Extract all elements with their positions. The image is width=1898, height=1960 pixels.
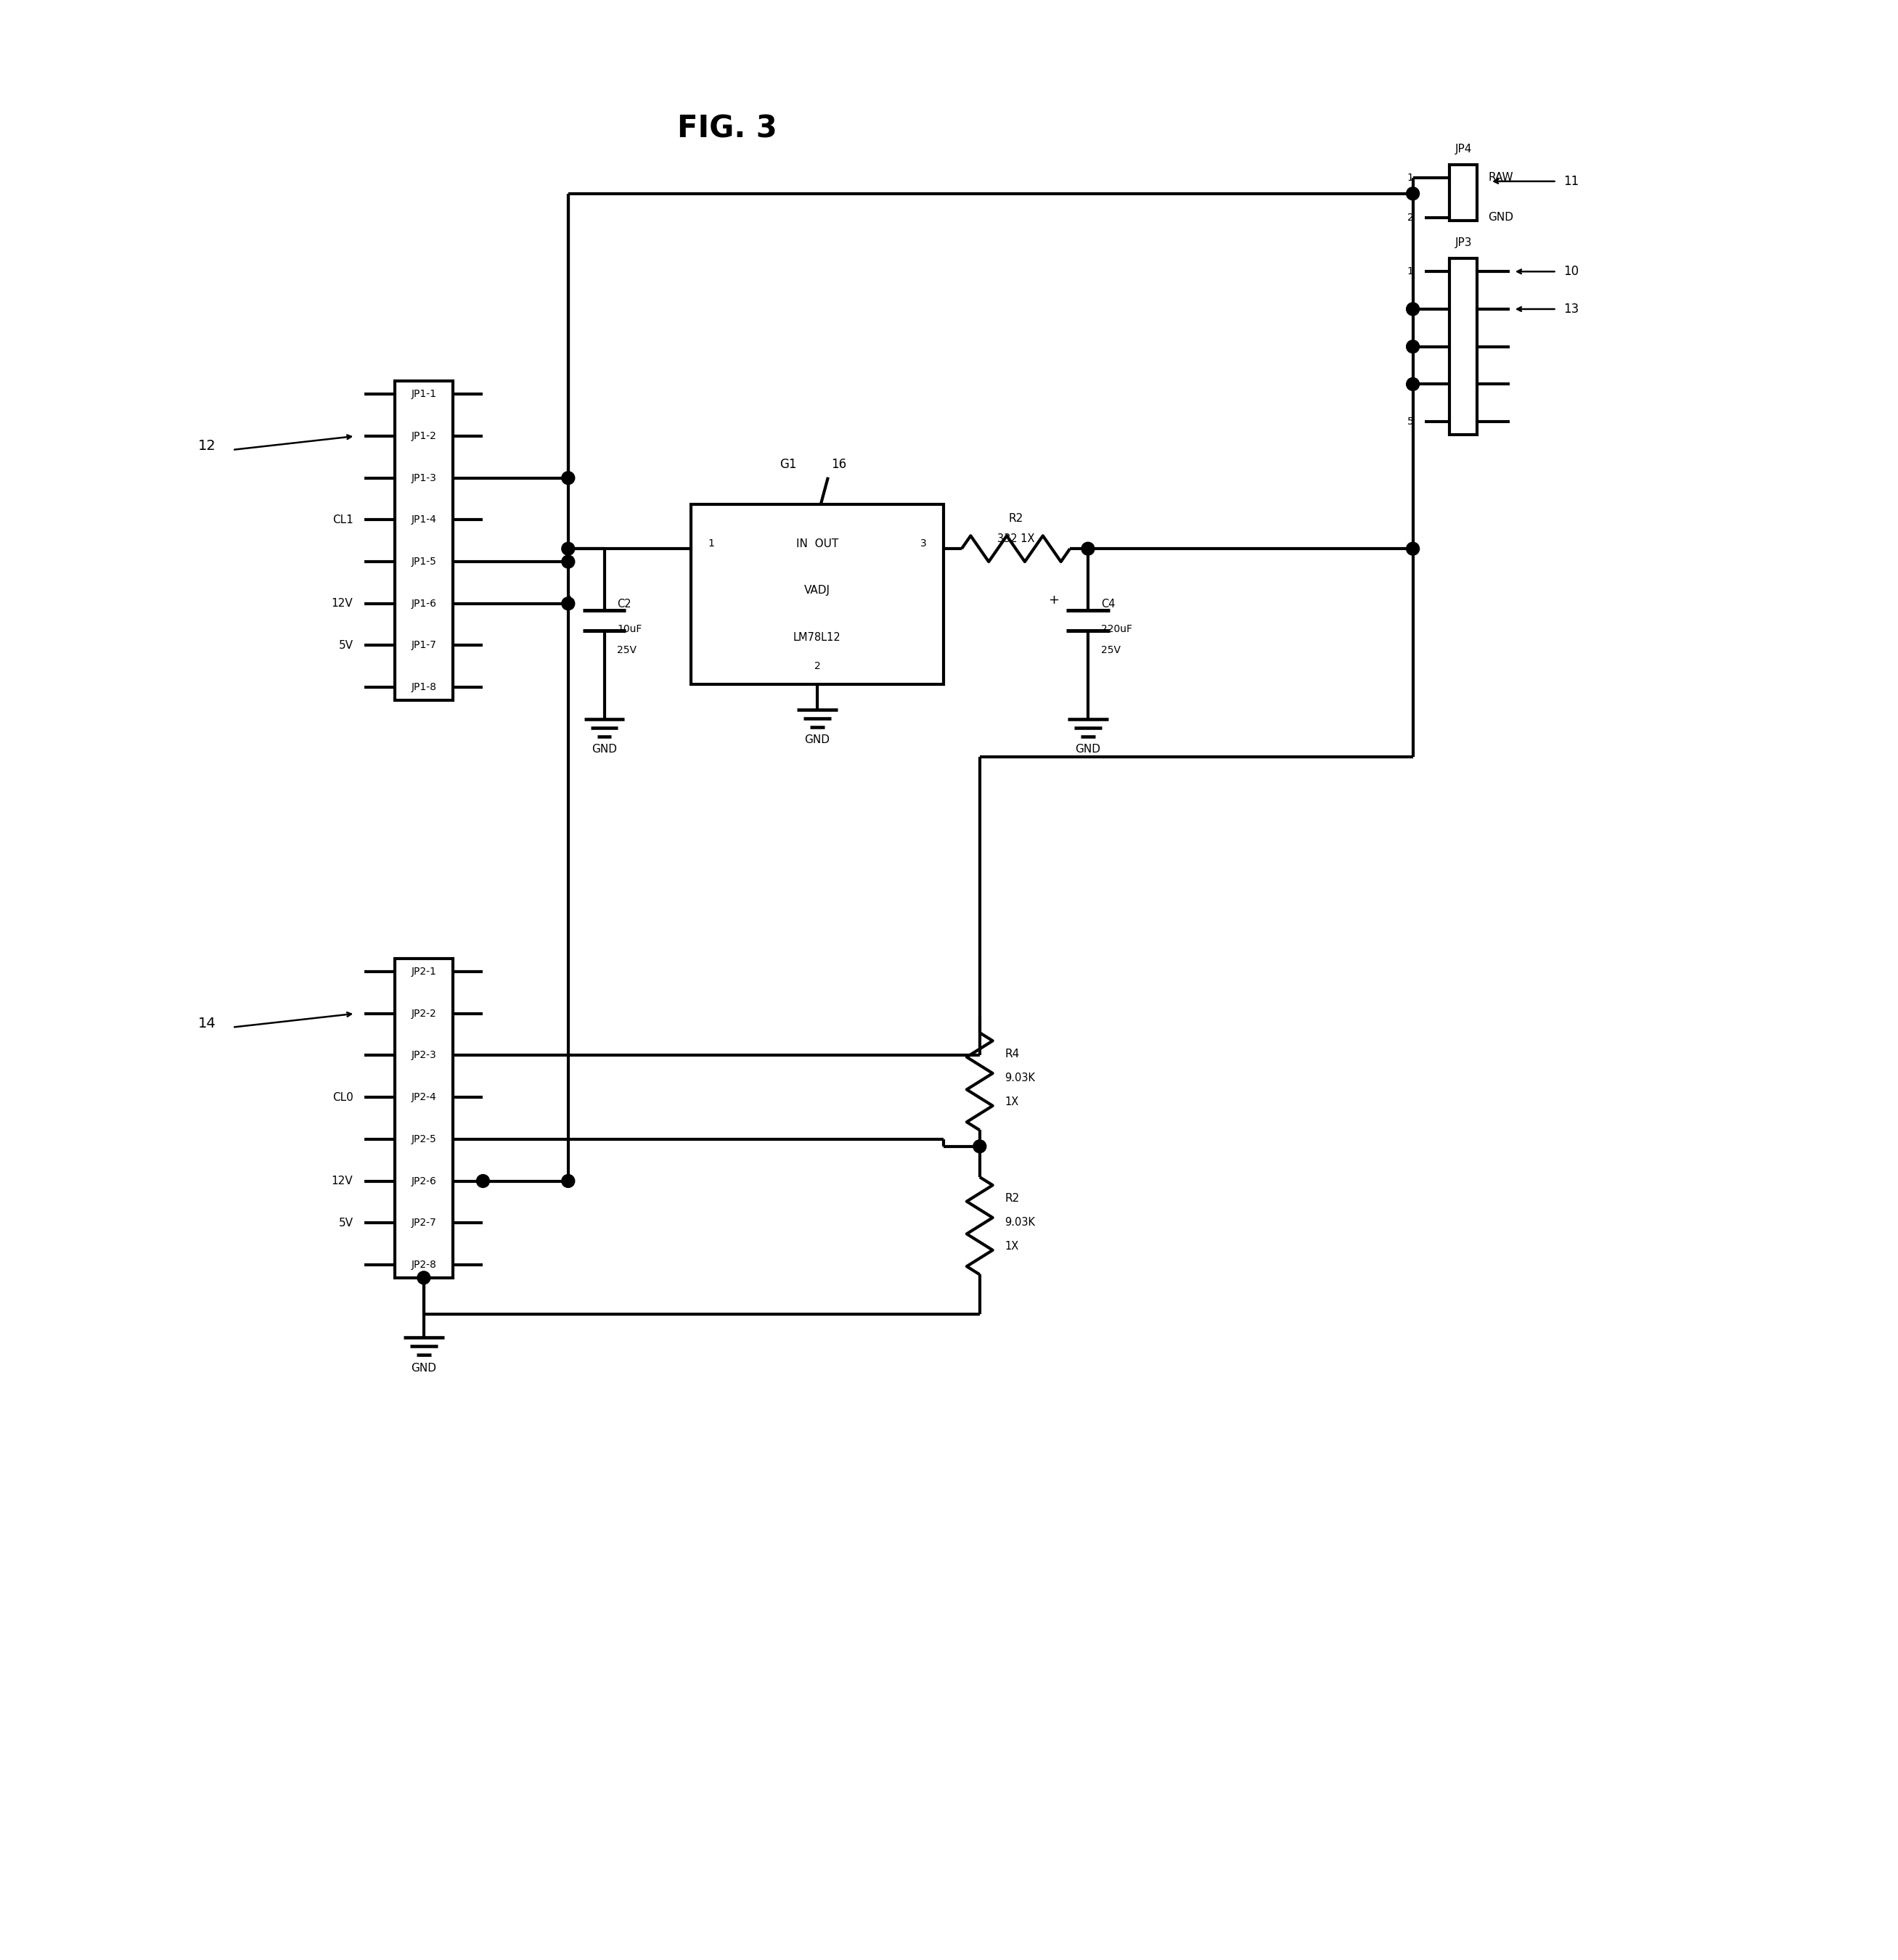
Text: JP4: JP4 xyxy=(1456,143,1471,155)
Circle shape xyxy=(1406,302,1420,316)
Circle shape xyxy=(1406,341,1420,353)
Text: R2: R2 xyxy=(1008,514,1023,523)
Text: RAW: RAW xyxy=(1488,172,1513,182)
Text: JP2-4: JP2-4 xyxy=(412,1092,437,1102)
Circle shape xyxy=(476,1174,490,1188)
Text: CL1: CL1 xyxy=(332,514,353,525)
Text: 11: 11 xyxy=(1564,174,1579,188)
Text: JP2-1: JP2-1 xyxy=(412,966,437,976)
Circle shape xyxy=(562,472,575,484)
Text: GND: GND xyxy=(412,1362,437,1374)
Text: IN  OUT: IN OUT xyxy=(795,539,839,549)
Text: JP3: JP3 xyxy=(1456,237,1473,249)
Text: JP2-8: JP2-8 xyxy=(412,1260,437,1270)
Text: GND: GND xyxy=(805,735,829,745)
Circle shape xyxy=(1406,186,1420,200)
Text: 5V: 5V xyxy=(338,1217,353,1229)
Text: 16: 16 xyxy=(831,459,847,470)
Text: JP1-1: JP1-1 xyxy=(412,390,437,400)
Bar xyxy=(1450,259,1477,435)
Text: C2: C2 xyxy=(617,600,632,610)
Bar xyxy=(395,958,452,1278)
Text: 12V: 12V xyxy=(332,598,353,610)
Bar xyxy=(1450,165,1477,220)
Circle shape xyxy=(1082,543,1095,555)
Text: JP1-3: JP1-3 xyxy=(412,472,437,482)
Text: 3: 3 xyxy=(921,539,926,549)
Bar xyxy=(395,382,452,700)
Circle shape xyxy=(418,1272,431,1284)
Text: CL0: CL0 xyxy=(332,1092,353,1103)
Text: JP1-8: JP1-8 xyxy=(412,682,437,692)
Text: 1X: 1X xyxy=(1004,1241,1019,1250)
Text: 14: 14 xyxy=(197,1017,216,1031)
Text: 25V: 25V xyxy=(617,645,638,655)
Text: R4: R4 xyxy=(1004,1049,1019,1060)
Circle shape xyxy=(1406,543,1420,555)
Text: 220uF: 220uF xyxy=(1101,623,1133,633)
Text: VADJ: VADJ xyxy=(805,586,829,596)
Text: R2: R2 xyxy=(1004,1194,1019,1203)
Circle shape xyxy=(562,1174,575,1188)
Text: 10uF: 10uF xyxy=(617,623,642,633)
Text: 9.03K: 9.03K xyxy=(1004,1072,1036,1084)
Circle shape xyxy=(562,543,575,555)
Circle shape xyxy=(974,1141,987,1152)
Text: JP1-2: JP1-2 xyxy=(412,431,437,441)
Text: GND: GND xyxy=(1076,745,1101,755)
Text: JP2-3: JP2-3 xyxy=(412,1051,437,1060)
Text: JP1-5: JP1-5 xyxy=(412,557,437,566)
Text: 3: 3 xyxy=(1406,341,1414,351)
Circle shape xyxy=(562,598,575,610)
Text: LM78L12: LM78L12 xyxy=(793,631,841,643)
Text: 1X: 1X xyxy=(1004,1096,1019,1107)
Text: G1: G1 xyxy=(780,459,797,470)
Bar xyxy=(691,504,943,684)
Text: 12V: 12V xyxy=(332,1176,353,1186)
Text: +: + xyxy=(564,594,575,606)
Text: 13: 13 xyxy=(1564,302,1579,316)
Text: JP2-5: JP2-5 xyxy=(412,1135,437,1145)
Text: JP1-7: JP1-7 xyxy=(412,641,437,651)
Text: 2: 2 xyxy=(1406,304,1414,314)
Text: 4: 4 xyxy=(1406,378,1414,390)
Text: 12: 12 xyxy=(197,439,216,453)
Text: 1: 1 xyxy=(1406,172,1414,182)
Text: FIG. 3: FIG. 3 xyxy=(678,114,776,143)
Text: JP2-2: JP2-2 xyxy=(412,1009,437,1019)
Text: 2: 2 xyxy=(1406,212,1414,223)
Text: 5V: 5V xyxy=(338,641,353,651)
Text: 1: 1 xyxy=(1406,267,1414,276)
Text: C4: C4 xyxy=(1101,600,1116,610)
Text: 10: 10 xyxy=(1564,265,1579,278)
Text: 1: 1 xyxy=(708,539,714,549)
Text: JP1-6: JP1-6 xyxy=(412,598,437,610)
Text: JP2-6: JP2-6 xyxy=(412,1176,437,1186)
Text: +: + xyxy=(1048,594,1059,606)
Text: GND: GND xyxy=(1488,212,1513,223)
Text: GND: GND xyxy=(592,745,617,755)
Text: 5: 5 xyxy=(1406,417,1414,427)
Circle shape xyxy=(1406,378,1420,390)
Text: JP1-4: JP1-4 xyxy=(412,515,437,525)
Circle shape xyxy=(562,555,575,568)
Text: 2: 2 xyxy=(814,661,820,672)
Text: 25V: 25V xyxy=(1101,645,1120,655)
Text: JP2-7: JP2-7 xyxy=(412,1217,437,1229)
Text: 332 1X: 332 1X xyxy=(996,533,1034,545)
Text: 9.03K: 9.03K xyxy=(1004,1217,1036,1227)
